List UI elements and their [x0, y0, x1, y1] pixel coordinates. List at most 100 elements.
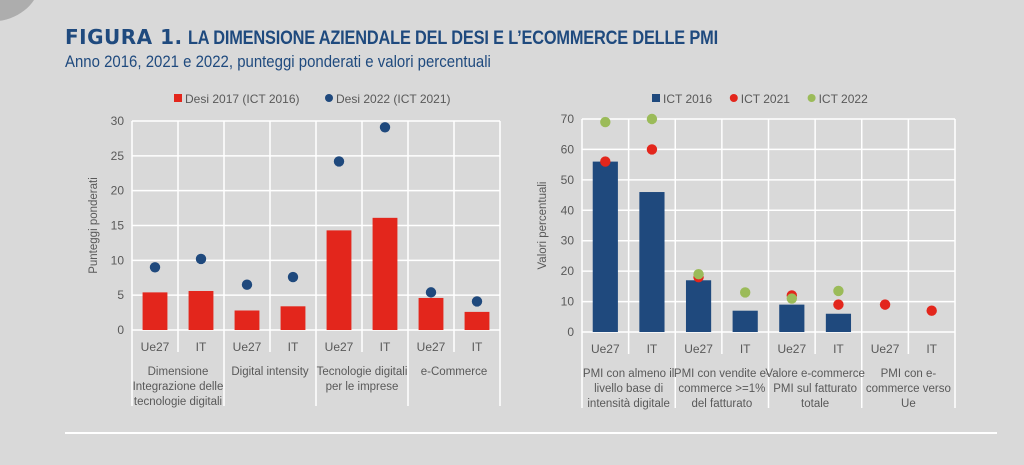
dot-ict-2021-1	[646, 144, 658, 155]
dot-desi-2022-ict-2021--0	[149, 262, 161, 273]
y-tick-label: 40	[561, 203, 575, 217]
category-label: IT	[472, 340, 483, 354]
y-tick-label: 10	[111, 253, 125, 267]
category-label: Ue27	[417, 340, 446, 354]
bar-ue27-4	[779, 304, 805, 332]
y-tick-label: 30	[111, 114, 125, 128]
figure-title: FIGURA 1. LA DIMENSIONE AZIENDALE DEL DE…	[65, 25, 804, 50]
bar-ue27-0	[142, 292, 168, 330]
category-label: Ue27	[591, 342, 620, 356]
y-tick-label: 0	[117, 323, 124, 337]
legend-label: Desi 2022 (ICT 2021)	[336, 92, 451, 106]
category-label: IT	[647, 342, 658, 356]
legend-label: ICT 2016	[663, 92, 712, 106]
dot-ict-2021-7	[926, 305, 937, 316]
category-label: Ue27	[777, 342, 806, 356]
legend-label: ICT 2021	[741, 92, 790, 106]
legend-label: ICT 2022	[819, 92, 868, 106]
bar-it-3	[732, 310, 758, 332]
category-label: Ue27	[233, 340, 262, 354]
y-tick-label: 60	[561, 142, 575, 156]
group-label: Digital intensity	[231, 366, 309, 378]
bar-it-5	[372, 217, 398, 330]
category-label: IT	[740, 342, 751, 356]
group-label: intensità digitale	[587, 398, 669, 410]
bar-ue27-0	[592, 161, 618, 332]
dot-ict-2021-0	[600, 156, 611, 167]
dot-ict-2022-0	[600, 116, 611, 128]
category-label: Ue27	[141, 340, 170, 354]
legend-marker-dot	[325, 94, 333, 102]
group-label: PMI con almeno il	[583, 368, 674, 380]
dot-ict-2022-2	[693, 268, 704, 280]
dot-desi-2022-ict-2021--4	[333, 156, 345, 167]
group-label: del fatturato	[692, 398, 753, 410]
dot-ict-2022-5	[833, 285, 844, 297]
legend-marker-dot	[807, 94, 816, 102]
group-label: PMI con e-	[881, 368, 937, 380]
figure-title-text: LA DIMENSIONE AZIENDALE DEL DESI E L’ECO…	[188, 28, 719, 49]
bar-it-5	[825, 313, 852, 332]
y-tick-label: 70	[561, 112, 575, 126]
y-tick-label: 5	[117, 288, 124, 302]
dot-ict-2021-5	[833, 299, 844, 310]
y-tick-label: 30	[561, 234, 575, 248]
group-label: Ue	[901, 398, 916, 410]
group-label: PMI con vendite e-	[674, 368, 770, 380]
category-label: IT	[196, 340, 207, 354]
category-label: Ue27	[684, 342, 713, 356]
bar-it-3	[280, 306, 306, 330]
dot-desi-2022-ict-2021--2	[241, 279, 253, 290]
category-label: IT	[288, 340, 299, 354]
figure-label: FIGURA 1.	[65, 25, 183, 49]
legend-marker-square	[174, 94, 182, 102]
group-label: per le imprese	[326, 381, 399, 393]
dot-desi-2022-ict-2021--5	[379, 122, 391, 133]
figure-subtitle: Anno 2016, 2021 e 2022, punteggi pondera…	[65, 52, 491, 71]
y-tick-label: 0	[567, 325, 574, 339]
y-tick-label: 50	[561, 173, 575, 187]
group-label: PMI sul fatturato	[773, 383, 857, 395]
category-label: Ue27	[325, 340, 354, 354]
category-label: IT	[926, 342, 937, 356]
y-tick-label: 20	[561, 264, 575, 278]
group-label: tecnologie digitali	[134, 396, 222, 408]
bar-it-1	[188, 290, 214, 330]
dot-ict-2022-1	[646, 113, 658, 125]
group-label: livello base di	[594, 383, 663, 395]
legend-marker-dot	[729, 94, 738, 102]
group-label: Dimensione	[148, 366, 209, 378]
group-label: e-Commerce	[421, 366, 487, 378]
y-tick-label: 15	[111, 219, 125, 233]
bar-it-7	[464, 311, 490, 330]
dot-desi-2022-ict-2021--7	[471, 296, 483, 307]
legend-label: Desi 2017 (ICT 2016)	[185, 92, 300, 106]
group-label: Integrazione delle	[133, 381, 224, 393]
dot-ict-2021-6	[879, 299, 891, 310]
group-label: totale	[801, 398, 829, 410]
category-label: IT	[380, 340, 391, 354]
y-axis-title: Punteggi ponderati	[88, 177, 100, 274]
group-label: Tecnologie digitali	[317, 366, 408, 378]
bar-ue27-6	[418, 297, 444, 330]
dot-desi-2022-ict-2021--6	[425, 287, 437, 298]
y-axis-title: Valori percentuali	[537, 181, 549, 269]
dot-desi-2022-ict-2021--1	[195, 253, 207, 265]
group-label: Valore e-commerce	[765, 368, 865, 380]
legend-marker-square	[652, 94, 660, 102]
y-tick-label: 10	[561, 295, 575, 309]
bar-it-1	[639, 192, 665, 332]
bar-ue27-2	[685, 280, 712, 332]
dot-ict-2022-3	[739, 287, 751, 298]
bar-ue27-2	[234, 310, 260, 330]
group-label: commerce >=1%	[678, 383, 765, 395]
bottom-divider	[65, 432, 997, 434]
category-label: Ue27	[871, 342, 900, 356]
group-label: commerce verso	[866, 383, 951, 395]
y-tick-label: 25	[111, 149, 125, 163]
dot-ict-2022-4	[786, 293, 798, 304]
bar-ue27-4	[326, 230, 352, 330]
category-label: IT	[833, 342, 844, 356]
